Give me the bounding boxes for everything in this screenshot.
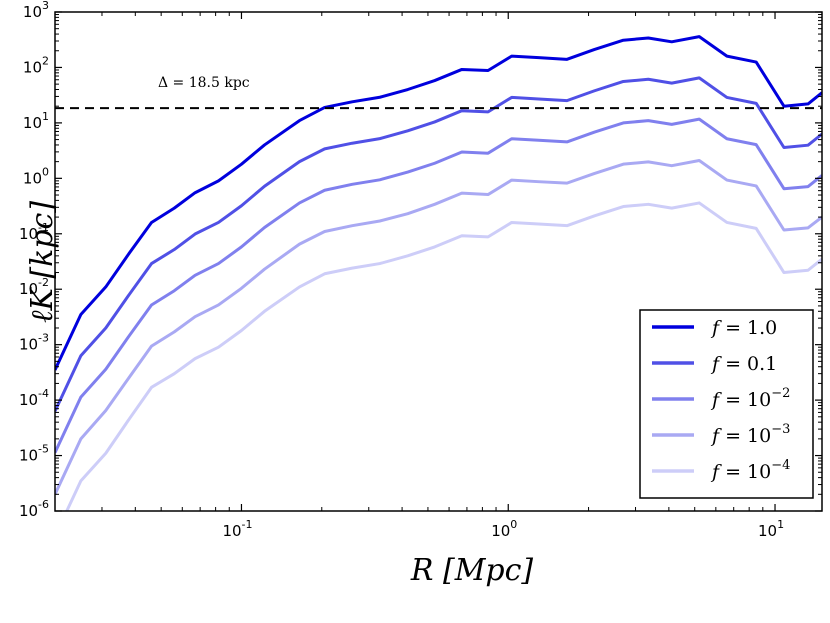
y-tick-label: 10-6 [19, 498, 49, 520]
legend-entry: f = 10−3 [652, 422, 790, 447]
legend-entry: f = 10−4 [652, 458, 790, 483]
legend-entry: f = 1.0 [652, 317, 777, 339]
y-tick-label: 101 [23, 110, 49, 132]
x-tick-label: 101 [758, 518, 784, 540]
series-layer [55, 35, 822, 511]
y-tick-label: 10-3 [19, 332, 49, 354]
legend-entries: f = 1.0 f = 0.1 f = 10−2 f = 10−3 f = 10−4 [652, 317, 790, 483]
series-line-1 [55, 35, 822, 371]
y-axis-label: ℓK [kpc] [25, 201, 60, 323]
legend-label: f = 10−4 [710, 458, 790, 483]
y-tick-label: 102 [23, 54, 49, 76]
legend: f = 1.0 f = 0.1 f = 10−2 f = 10−3 f = 10−4 [639, 309, 814, 499]
legend-label: f = 1.0 [710, 317, 777, 339]
series-line-5 [65, 201, 822, 511]
y-tick-label: 10-2 [19, 276, 49, 298]
y-tick-label: 10-5 [19, 443, 49, 465]
legend-box [639, 309, 814, 499]
y-tick-label: 100 [23, 165, 49, 187]
plot-frame [54, 11, 823, 512]
x-axis-label: R [Mpc] [410, 553, 534, 588]
reference-line-label: Δ = 18.5 kpc [158, 75, 250, 91]
legend-entry: f = 10−2 [652, 386, 790, 411]
y-tick-label: 10-1 [19, 221, 49, 243]
x-tick-label: 100 [491, 518, 517, 540]
legend-label: f = 10−3 [710, 422, 790, 447]
x-tick-label: 10-1 [222, 518, 252, 540]
legend-label: f = 0.1 [710, 353, 777, 375]
y-tick-label: 103 [23, 0, 49, 21]
series-line-3 [55, 117, 822, 454]
legend-entry: f = 0.1 [652, 353, 777, 375]
legend-label: f = 10−2 [710, 386, 790, 411]
series-line-4 [55, 158, 822, 495]
y-tick-label: 10-4 [19, 387, 49, 409]
series-line-2 [55, 76, 822, 412]
